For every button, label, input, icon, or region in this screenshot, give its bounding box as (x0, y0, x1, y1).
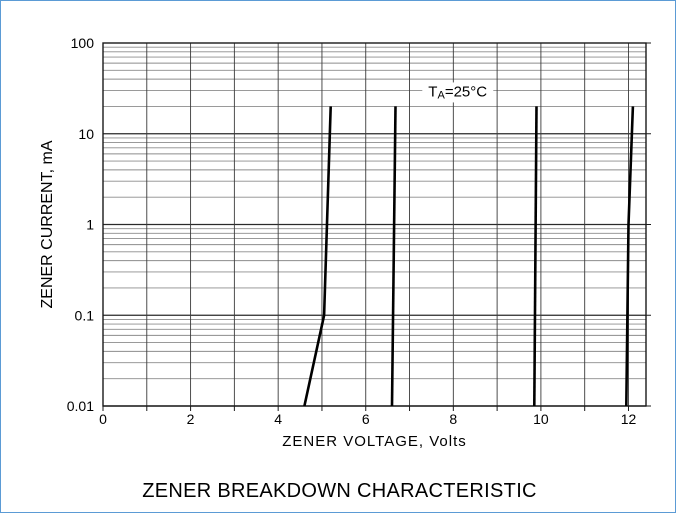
annotation-suffix: =25°C (445, 83, 487, 100)
figure-caption: ZENER BREAKDOWN CHARACTERISTIC (142, 480, 537, 502)
x-tick-label: 8 (449, 411, 457, 427)
x-tick-label: 0 (99, 411, 107, 427)
y-tick-label: 1 (86, 217, 94, 233)
x-tick-label: 12 (621, 411, 637, 427)
x-tick-label: 4 (274, 411, 282, 427)
temperature-annotation: TA=25°C (428, 83, 487, 101)
breakdown-curve (303, 106, 332, 407)
breakdown-curve (625, 106, 635, 407)
annotation-prefix: T (428, 83, 437, 100)
curves (303, 106, 635, 407)
y-tick-label: 0.01 (67, 398, 94, 414)
x-tick-label: 6 (362, 411, 370, 427)
temperature-annotation-background (422, 82, 494, 103)
x-axis-label: ZENER VOLTAGE, Volts (282, 433, 467, 450)
x-tick-label: 10 (533, 411, 549, 427)
x-tick-label: 2 (187, 411, 195, 427)
y-tick-label: 0.1 (75, 307, 95, 323)
grid (102, 42, 651, 411)
breakdown-curve (533, 106, 538, 407)
breakdown-curve (390, 106, 397, 407)
y-tick-label: 100 (71, 35, 95, 51)
annotation-subscript: A (437, 89, 445, 101)
y-axis-label: ZENER CURRENT, mA (39, 140, 56, 308)
tick-labels: 0 2 4 6 8 10 12 0.01 0.1 1 10 100 (67, 35, 637, 427)
y-tick-label: 10 (78, 126, 94, 142)
